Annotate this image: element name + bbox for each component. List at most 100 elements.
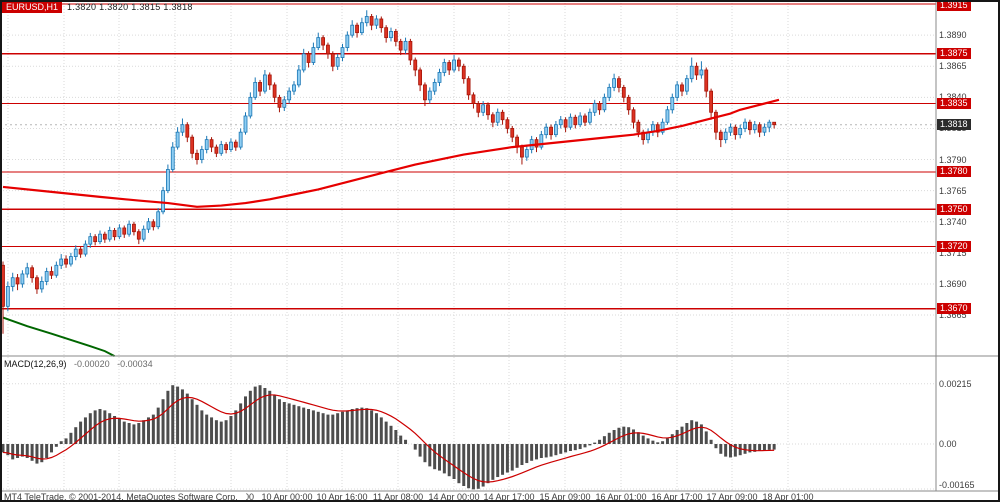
candle-body — [476, 103, 481, 113]
candle — [190, 134, 195, 159]
candle-body — [752, 124, 757, 131]
candle — [466, 76, 471, 100]
candle — [141, 225, 146, 242]
candle-body — [534, 139, 539, 148]
candle — [723, 128, 728, 144]
candle-body — [102, 233, 107, 240]
level-price-label: 1.3875 — [937, 48, 971, 60]
candle-body — [418, 69, 423, 86]
symbol-row: EURUSD,H1 1.3820 1.3820 1.3815 1.3818 — [2, 2, 193, 13]
candle — [709, 88, 713, 120]
candle — [583, 113, 587, 126]
candle-body — [437, 72, 442, 83]
candle — [549, 124, 553, 140]
candle — [384, 25, 389, 43]
candle — [306, 51, 311, 68]
candle-body — [248, 96, 253, 117]
candle-body — [287, 90, 292, 101]
candle-body — [229, 141, 233, 150]
candle-body — [296, 69, 301, 86]
candle — [612, 73, 616, 92]
candle — [456, 57, 461, 72]
candle — [262, 69, 267, 94]
candle-body — [549, 126, 553, 136]
green-ma-line[interactable] — [2, 316, 116, 357]
candle-body — [209, 139, 214, 148]
candle-body — [83, 243, 88, 255]
candle — [699, 61, 704, 79]
candle-body — [733, 126, 738, 136]
candle-body — [699, 69, 704, 76]
candle — [355, 22, 359, 38]
candle-body — [403, 40, 408, 51]
candle-body — [117, 227, 122, 238]
candle-body — [54, 264, 59, 276]
candle-body — [442, 62, 447, 73]
candle-body — [573, 116, 578, 126]
candle — [471, 92, 476, 109]
candle-body — [93, 236, 98, 243]
candle-body — [301, 53, 306, 71]
price-axis-label: 1.3740 — [939, 216, 967, 227]
candle — [418, 67, 423, 92]
candle-body — [471, 94, 476, 104]
candle-body — [185, 124, 190, 138]
candle-body — [592, 103, 597, 113]
candle-body — [30, 267, 35, 279]
candle-body — [39, 281, 44, 290]
candle-body — [384, 27, 389, 39]
candle-body — [466, 78, 471, 96]
candle — [665, 106, 670, 125]
candle — [219, 140, 224, 156]
candle-body — [321, 37, 326, 46]
candle-body — [772, 121, 777, 126]
candle-body — [432, 82, 437, 92]
candle — [684, 74, 689, 95]
candle — [258, 79, 262, 97]
candle — [733, 124, 738, 140]
candle-body — [136, 231, 141, 240]
candle-body — [369, 16, 374, 26]
candle — [563, 117, 568, 133]
candle — [122, 225, 127, 238]
candle-body — [631, 109, 636, 123]
candle-body — [238, 131, 243, 148]
candle — [209, 137, 214, 153]
candle-body — [520, 146, 524, 158]
candle-body — [704, 69, 709, 92]
candle-body — [757, 124, 762, 133]
candle — [772, 121, 777, 129]
candle-body — [714, 111, 718, 133]
candle — [350, 20, 355, 38]
candle — [486, 102, 490, 120]
candle — [757, 122, 762, 138]
candle-body — [277, 96, 282, 108]
candle-body — [311, 47, 316, 63]
macd-indicator-label: MACD(12,26,9) -0.00020 -0.00034 — [4, 359, 153, 369]
level-price-label: 1.3915 — [937, 0, 971, 11]
candle-body — [73, 248, 78, 257]
candle — [59, 254, 64, 270]
candle-body — [748, 121, 752, 131]
macd-main-value: -0.00020 — [74, 359, 110, 369]
candle — [185, 122, 190, 143]
candle-body — [762, 126, 767, 133]
candle-body — [267, 74, 272, 86]
candle-body — [587, 111, 592, 123]
candle-body — [69, 256, 73, 265]
candle — [102, 231, 107, 243]
candle-body — [505, 119, 510, 129]
macd-histogram — [1, 385, 776, 490]
candle-body — [767, 121, 772, 128]
candle — [476, 101, 481, 118]
candle-body — [486, 104, 490, 116]
candle-body — [660, 121, 665, 133]
level-price-label: 1.3720 — [937, 241, 971, 253]
candle-body — [199, 149, 204, 160]
candle-body — [35, 277, 39, 290]
red-ma-line[interactable] — [2, 98, 780, 208]
candle-body — [190, 136, 195, 154]
candle — [510, 125, 515, 143]
candle — [490, 112, 495, 128]
